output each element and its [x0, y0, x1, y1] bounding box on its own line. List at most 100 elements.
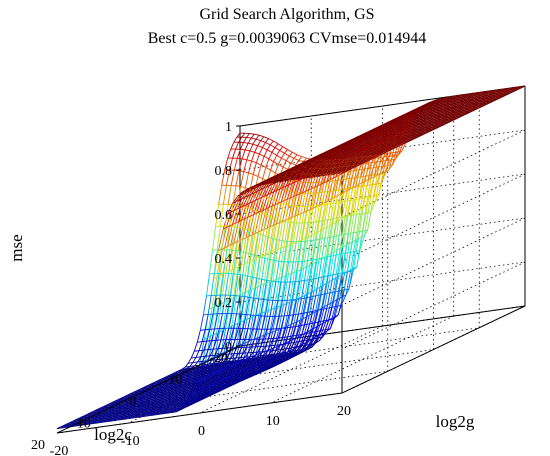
mesh-line — [202, 391, 206, 394]
mesh-line — [319, 191, 325, 194]
mesh-line — [117, 409, 121, 412]
mesh-line — [248, 172, 254, 175]
mesh-line — [249, 288, 256, 318]
mesh-line — [134, 391, 139, 394]
mesh-line — [103, 414, 108, 417]
mesh-line — [115, 408, 120, 411]
mesh-line — [130, 398, 135, 401]
mesh-line — [158, 402, 162, 405]
mesh-line — [135, 400, 140, 403]
mesh-line — [110, 414, 114, 417]
mesh-line — [111, 414, 116, 418]
mesh-line — [214, 367, 218, 371]
mesh-line — [273, 140, 279, 145]
mesh-line — [384, 155, 390, 158]
mesh-line — [236, 366, 240, 370]
mesh-line — [135, 414, 140, 417]
mesh-line — [83, 422, 88, 425]
mesh-line — [120, 407, 124, 410]
mesh-line — [139, 393, 144, 396]
mesh-line — [160, 380, 165, 383]
mesh-line — [234, 274, 239, 296]
mesh-line — [231, 296, 237, 327]
mesh-line — [147, 391, 152, 394]
mesh-line — [274, 337, 279, 346]
mesh-line — [257, 364, 261, 368]
mesh-line — [178, 380, 182, 383]
mesh-line — [140, 399, 144, 402]
mesh-line — [374, 157, 380, 159]
mesh-line — [232, 266, 239, 298]
mesh-line — [249, 367, 253, 370]
mesh-line — [295, 269, 301, 300]
mesh-line — [157, 390, 161, 393]
mesh-line — [227, 358, 232, 363]
mesh-line — [189, 376, 193, 379]
mesh-line — [209, 250, 213, 275]
mesh-line — [180, 386, 185, 390]
mesh-line — [225, 273, 229, 296]
mesh-line — [190, 371, 194, 374]
mesh-line — [151, 410, 155, 413]
mesh-line — [303, 206, 308, 223]
mesh-line — [218, 367, 223, 370]
mesh-line — [292, 334, 298, 337]
mesh-line — [341, 178, 347, 181]
mesh-line — [276, 150, 281, 156]
mesh-line — [212, 384, 217, 387]
mesh-line — [341, 245, 347, 275]
mesh-line — [343, 187, 349, 190]
mesh-line — [129, 400, 133, 403]
mesh-line — [142, 400, 146, 403]
mesh-line — [296, 281, 301, 300]
mesh-line — [94, 415, 98, 418]
mesh-line — [237, 357, 241, 361]
mesh-line — [248, 259, 254, 291]
mesh-line — [240, 352, 244, 358]
mesh-line — [337, 216, 343, 219]
mesh-line — [209, 368, 213, 371]
mesh-line — [267, 281, 272, 301]
mesh-line — [214, 275, 221, 307]
mesh-line — [194, 350, 200, 352]
mesh-line — [240, 148, 246, 151]
mesh-line — [176, 376, 180, 379]
mesh-line — [207, 295, 212, 315]
mesh-line — [208, 359, 213, 365]
mesh-line — [261, 334, 268, 353]
mesh-line — [218, 381, 223, 384]
mesh-line — [162, 406, 166, 410]
mesh-line — [278, 240, 283, 262]
mesh-line — [226, 365, 231, 368]
mesh-line — [99, 417, 103, 421]
mesh-line — [168, 375, 172, 378]
mesh-line — [266, 279, 272, 282]
mesh-line — [306, 332, 312, 334]
mesh-line — [265, 142, 271, 146]
mesh-line — [365, 178, 372, 207]
mesh-line — [326, 203, 332, 206]
mesh-line — [171, 405, 176, 408]
mesh-line — [244, 328, 249, 340]
mesh-line — [206, 273, 210, 297]
mesh-line — [210, 380, 215, 383]
mesh-line — [306, 338, 313, 348]
mesh-line — [107, 415, 111, 418]
mesh-line — [270, 182, 276, 194]
mesh-line — [219, 370, 223, 373]
mesh-line — [301, 280, 305, 299]
mesh-line — [160, 409, 165, 412]
mesh-line — [187, 383, 191, 387]
mesh-line — [314, 170, 320, 188]
mesh-line — [145, 410, 149, 413]
mesh-line — [263, 207, 270, 230]
mesh-line — [149, 409, 154, 412]
mesh-line — [176, 393, 181, 396]
mesh-line — [294, 280, 300, 283]
mesh-line — [268, 152, 273, 160]
mesh-line — [127, 396, 131, 399]
mesh-line — [180, 395, 184, 398]
mesh-line — [263, 299, 269, 301]
mesh-line — [235, 170, 240, 186]
mesh-line — [320, 167, 327, 185]
